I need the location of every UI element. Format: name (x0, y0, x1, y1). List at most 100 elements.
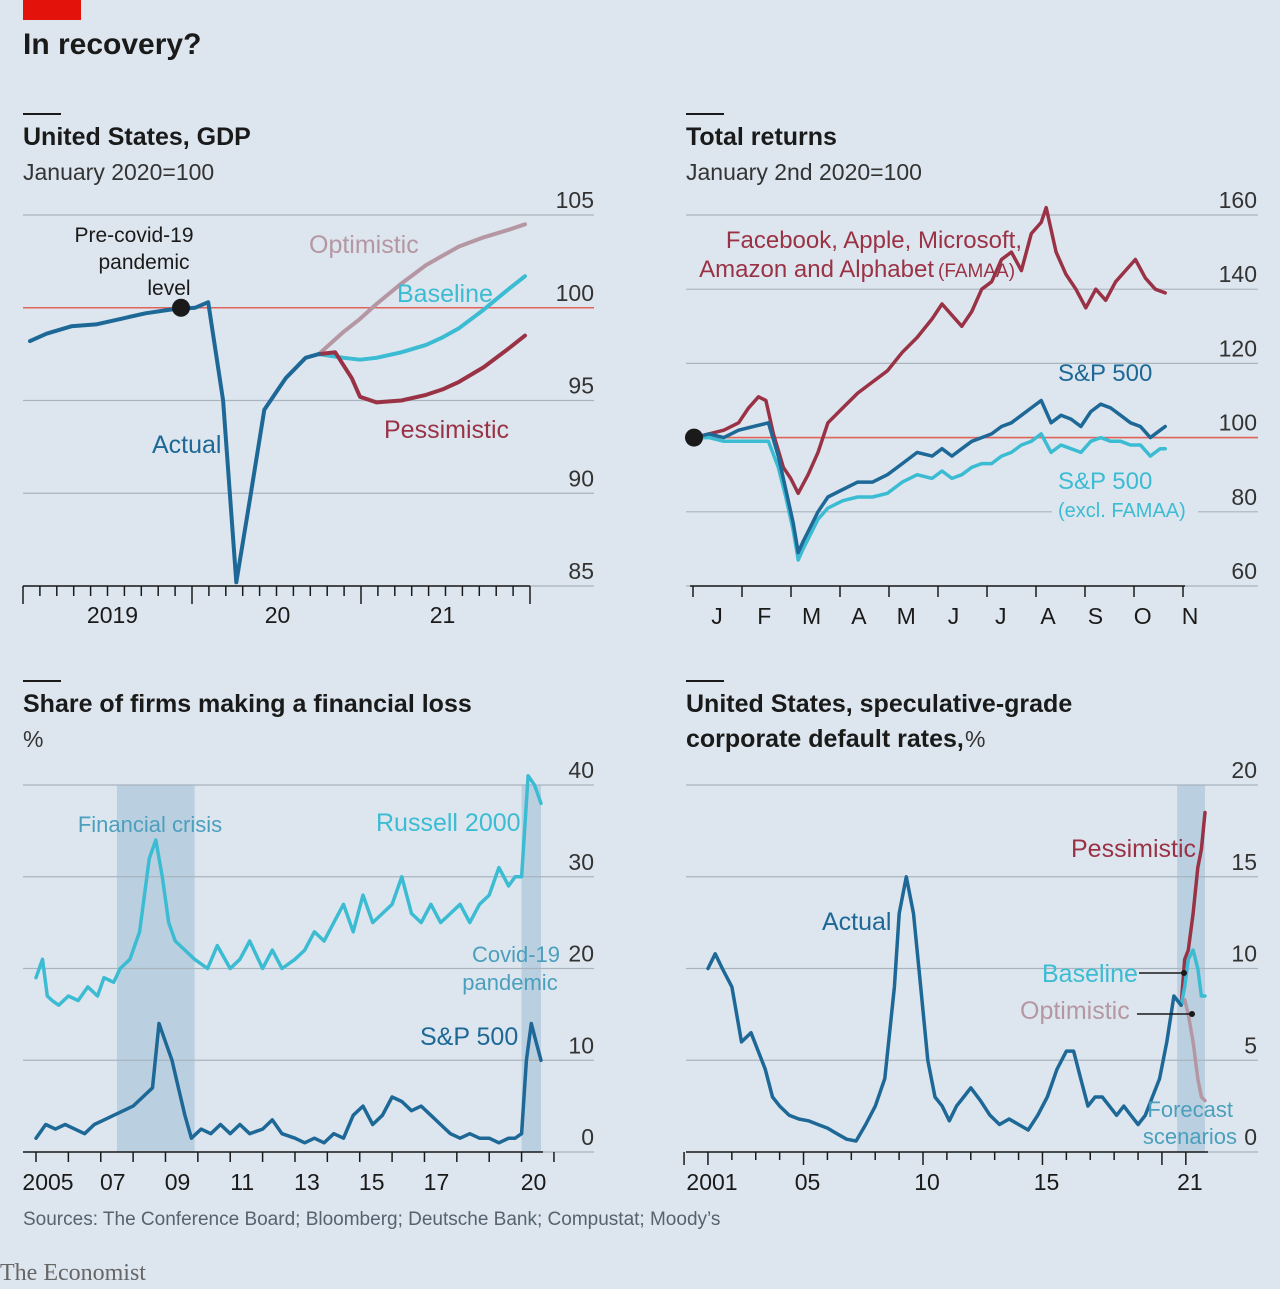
series-label: Russell 2000 (376, 809, 521, 837)
x-tick-label: A (1040, 603, 1056, 629)
y-tick-label: 40 (568, 757, 594, 783)
series-line-baseline (316, 274, 527, 362)
series-line-pessimistic (316, 333, 527, 405)
x-tick-label: 13 (294, 1169, 320, 1195)
panel-title: corporate default rates, (686, 725, 964, 753)
series-label: Actual (152, 431, 221, 459)
x-tick-label: 2001 (686, 1169, 737, 1195)
economist-logo: The Economist (0, 1260, 146, 1286)
x-tick-label: F (757, 603, 771, 629)
leader-dot (1189, 1011, 1195, 1017)
leader-dot (1181, 970, 1187, 976)
panel-subtitle: % (23, 726, 43, 752)
x-tick-label: O (1134, 603, 1152, 629)
series-line-actual (28, 300, 321, 585)
y-tick-label: 60 (1231, 558, 1257, 584)
annotation-text: pandemic (98, 251, 189, 274)
y-tick-label: 0 (1244, 1124, 1257, 1150)
x-tick-label: 2019 (87, 602, 138, 628)
annotation-text: Pre-covid-19 (74, 224, 193, 247)
panel-rule (23, 680, 61, 682)
y-tick-label: 90 (568, 465, 594, 491)
y-tick-label: 30 (568, 849, 594, 875)
panel-title: Share of firms making a financial loss (23, 690, 472, 718)
shade-label: Financial crisis (78, 812, 222, 837)
shade-label: pandemic (462, 970, 557, 995)
x-tick-label: 20 (521, 1169, 547, 1195)
series-label: S&P 500 (1058, 360, 1152, 387)
series-label: S&P 500 (420, 1023, 518, 1051)
series-label: S&P 500 (1058, 468, 1152, 495)
panel-title: United States, speculative-grade (686, 690, 1072, 718)
x-tick-label: 21 (430, 602, 456, 628)
x-tick-label: 15 (1034, 1169, 1060, 1195)
y-tick-label: 105 (556, 187, 594, 213)
series-label: Optimistic (1020, 997, 1130, 1025)
x-tick-label: 2005 (22, 1169, 73, 1195)
y-tick-label: 15 (1231, 849, 1257, 875)
series-label: Actual (822, 908, 891, 936)
series-label: Baseline (397, 280, 493, 308)
series-label: Optimistic (309, 231, 419, 259)
y-tick-label: 120 (1219, 335, 1257, 361)
x-tick-label: J (711, 603, 723, 629)
series-label: Amazon and Alphabet (699, 256, 934, 283)
x-tick-label: 09 (165, 1169, 191, 1195)
y-tick-label: 5 (1244, 1032, 1257, 1058)
panel-rule (686, 113, 724, 115)
x-tick-label: A (851, 603, 867, 629)
x-tick-label: 15 (359, 1169, 385, 1195)
y-tick-label: 100 (1219, 410, 1257, 436)
series-label: Facebook, Apple, Microsoft, (726, 227, 1022, 254)
y-tick-label: 160 (1219, 187, 1257, 213)
series-label-abbr: (FAMAA) (938, 261, 1015, 282)
sources-note: Sources: The Conference Board; Bloomberg… (23, 1209, 721, 1230)
x-tick-label: J (948, 603, 960, 629)
x-tick-label: 05 (795, 1169, 821, 1195)
y-tick-label: 0 (581, 1124, 594, 1150)
x-tick-label: S (1088, 603, 1103, 629)
shade-label: Forecast (1147, 1097, 1233, 1122)
x-tick-label: 07 (100, 1169, 126, 1195)
series-line-baseline (1179, 948, 1207, 1007)
panel-unit: % (965, 726, 985, 752)
shade-label: Covid-19 (472, 942, 560, 967)
series-line-actual (706, 875, 1183, 1143)
shade-label: scenarios (1143, 1124, 1237, 1149)
x-tick-label: 11 (230, 1169, 254, 1195)
series-line-pessimistic (1179, 810, 1207, 1007)
series-label: Baseline (1042, 960, 1138, 988)
x-tick-label: 17 (424, 1169, 450, 1195)
series-line-s-p-500 (34, 1021, 543, 1145)
panel-title: Total returns (686, 123, 837, 151)
panel-rule (23, 113, 61, 115)
x-tick-label: J (995, 603, 1007, 629)
series-line-s-p-500 (692, 398, 1167, 555)
y-tick-label: 10 (1231, 941, 1257, 967)
y-tick-label: 140 (1219, 261, 1257, 287)
series-line-russell-2000 (34, 774, 543, 1007)
page-title: In recovery? (23, 28, 202, 61)
y-tick-label: 80 (1231, 484, 1257, 510)
y-tick-label: 85 (568, 558, 594, 584)
series-label: Pessimistic (1071, 835, 1196, 863)
panel-subtitle: January 2nd 2020=100 (686, 159, 922, 185)
x-tick-label: M (802, 603, 821, 629)
x-tick-label: 10 (914, 1169, 940, 1195)
series-label: (excl. FAMAA) (1058, 500, 1186, 522)
series-line-s-p-500-excl-famaa- (692, 432, 1167, 562)
series-line-optimistic (316, 222, 527, 357)
series-line-optimistic (1179, 997, 1207, 1103)
panel-subtitle: January 2020=100 (23, 159, 214, 185)
panel-title: United States, GDP (23, 123, 251, 151)
y-tick-label: 10 (568, 1032, 594, 1058)
x-tick-label: M (897, 603, 916, 629)
y-tick-label: 20 (568, 941, 594, 967)
y-tick-label: 95 (568, 373, 594, 399)
annotation-text: level (147, 277, 190, 300)
series-label: Pessimistic (384, 416, 509, 444)
base-date-marker (685, 428, 703, 447)
x-tick-label: 21 (1177, 1169, 1203, 1195)
y-tick-label: 20 (1231, 757, 1257, 783)
